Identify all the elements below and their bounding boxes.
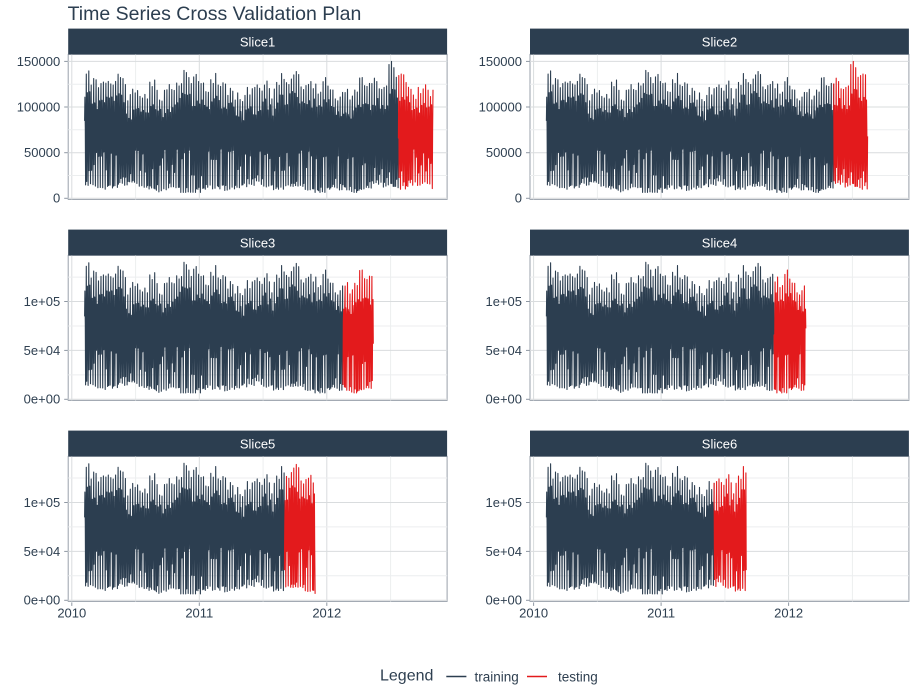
svg-text:testing: testing (558, 669, 598, 684)
svg-text:2011: 2011 (647, 606, 675, 621)
svg-text:1e+05: 1e+05 (24, 294, 61, 309)
svg-text:Slice6: Slice6 (702, 436, 737, 451)
svg-text:0e+00: 0e+00 (485, 593, 522, 608)
svg-text:150000: 150000 (479, 54, 522, 69)
svg-text:Slice3: Slice3 (240, 235, 275, 250)
svg-text:100000: 100000 (17, 99, 60, 114)
svg-text:1e+05: 1e+05 (24, 495, 61, 510)
svg-text:1e+05: 1e+05 (485, 495, 522, 510)
svg-text:0e+00: 0e+00 (24, 593, 61, 608)
svg-text:0e+00: 0e+00 (485, 392, 522, 407)
svg-text:50000: 50000 (486, 145, 522, 160)
svg-text:2012: 2012 (774, 606, 803, 621)
svg-text:150000: 150000 (17, 54, 60, 69)
svg-text:training: training (475, 669, 519, 684)
svg-text:1e+05: 1e+05 (485, 294, 522, 309)
svg-text:Slice4: Slice4 (702, 235, 737, 250)
svg-text:0e+00: 0e+00 (24, 392, 61, 407)
svg-text:0: 0 (53, 191, 60, 206)
svg-text:5e+04: 5e+04 (485, 343, 522, 358)
svg-text:100000: 100000 (479, 99, 522, 114)
svg-text:Slice5: Slice5 (240, 436, 275, 451)
svg-text:2010: 2010 (57, 606, 86, 621)
svg-text:2011: 2011 (185, 606, 213, 621)
svg-text:5e+04: 5e+04 (24, 343, 61, 358)
svg-text:5e+04: 5e+04 (485, 544, 522, 559)
svg-text:Legend: Legend (380, 668, 433, 685)
svg-text:Slice1: Slice1 (240, 34, 275, 49)
svg-text:50000: 50000 (24, 145, 60, 160)
svg-text:Slice2: Slice2 (702, 34, 737, 49)
svg-text:2010: 2010 (519, 606, 548, 621)
svg-text:0: 0 (515, 191, 522, 206)
svg-text:5e+04: 5e+04 (24, 544, 61, 559)
svg-text:2012: 2012 (312, 606, 341, 621)
svg-text:Time Series Cross Validation P: Time Series Cross Validation Plan (68, 3, 362, 25)
